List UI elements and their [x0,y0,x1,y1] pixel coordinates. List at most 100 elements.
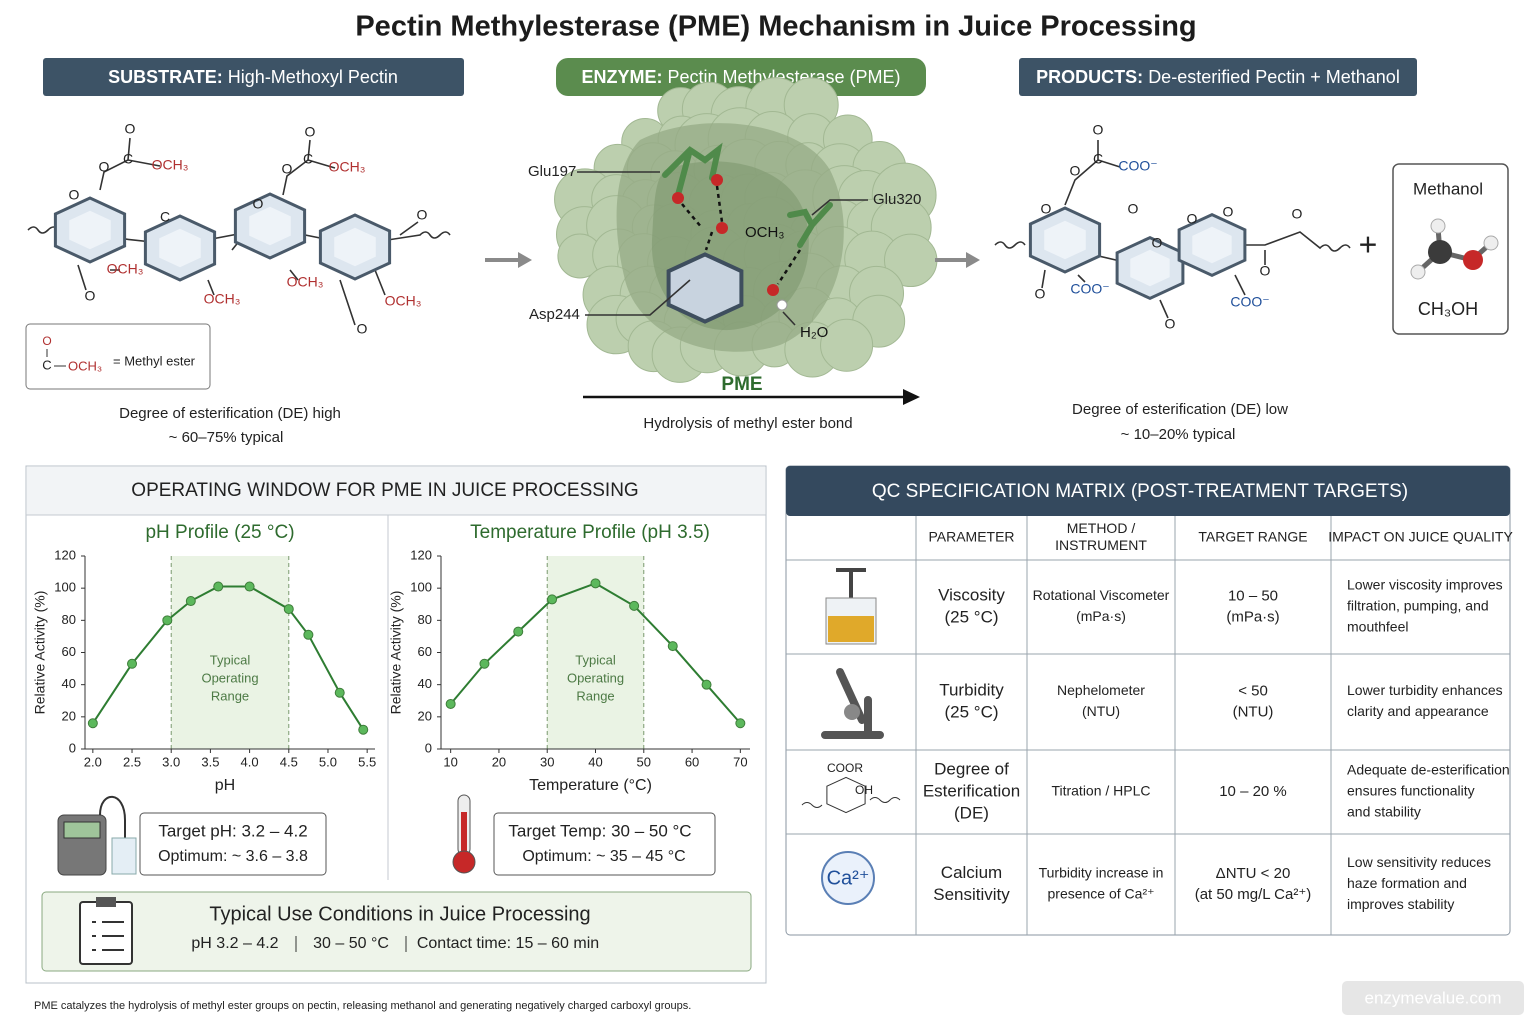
atom-label: O [1070,163,1081,179]
data-point [629,600,640,611]
impact: improves stability [1347,896,1454,912]
atom-label: O [1035,286,1046,302]
range-annotation: Operating [201,670,258,685]
microscope-stage [844,704,860,720]
y-tick-label: 40 [418,676,432,691]
y-tick-label: 80 [418,612,432,627]
data-point [162,615,173,626]
calcium-icon [821,851,875,905]
oxygen-atom [1463,250,1483,270]
ph-meter-screen [63,821,101,839]
target-range: (NTU) [1233,703,1274,720]
atom-label: O [1152,235,1163,251]
range-annotation: Typical [210,652,251,667]
parameter: (25 °C) [944,607,998,626]
qc-table: PARAMETER METHOD /INSTRUMENT TARGET RANGE I… [786,516,1513,935]
atom-label: O [85,288,96,304]
key-atom: OCH₃ [68,358,102,373]
atom-label: O [125,121,136,137]
sugar-ring-face [1130,249,1170,287]
data-point [244,581,255,592]
method: Titration / HPLC [1051,783,1150,799]
data-point [283,604,294,615]
data-point [334,687,345,698]
y-tick-label: 40 [62,676,76,691]
method: Turbidity increase in [1039,865,1164,881]
residue-label: Asp244 [529,306,580,323]
parameter: Esterification [923,781,1020,800]
operating-range [171,556,289,749]
impact: filtration, pumping, and [1347,598,1489,614]
atom-label: OCH₃ [204,291,241,307]
key-atom: C [42,357,51,372]
clipboard-clip [96,897,116,907]
y-axis-label: Relative Activity (%) [32,591,48,715]
y-tick-label: 60 [418,644,432,659]
pme-arrow-head [903,389,920,405]
atom-label: O [1165,316,1176,332]
hydrogen-bond [681,185,802,285]
icon-label: OH [855,783,873,797]
column-header: TARGET RANGE [1198,529,1307,545]
temp-target: Target Temp: 30 – 50 °C [508,821,691,840]
hydrogen-atom [776,299,788,311]
methanol-formula: CH₃OH [1418,299,1478,319]
method: Nephelometer [1057,682,1145,698]
atom-label: OCH₃ [152,157,189,173]
use-condition: Contact time: 15 – 60 min [417,935,599,952]
atom-label: O [1128,201,1139,217]
target-range: (at 50 mg/L Ca²⁺) [1195,886,1312,903]
method: Rotational Viscometer [1033,587,1170,603]
bond [27,137,451,326]
methanol-title: Methanol [1413,179,1483,198]
impact: haze formation and [1347,875,1467,891]
data-point [303,629,314,640]
chart-title: Temperature Profile (pH 3.5) [470,522,710,543]
header-text: Pectin Methylesterase (PME) [667,67,900,87]
x-tick-label: 2.5 [123,754,141,769]
atom-label: O [417,207,428,223]
parameter: Degree of [934,759,1009,778]
header-label: SUBSTRATE: [108,67,223,87]
atom-label: COO⁻ [1230,294,1269,310]
column-header: PARAMETER [928,529,1014,545]
substrate-header [43,58,464,96]
products-header [1019,58,1417,96]
data-point [213,581,224,592]
header-text: De-esterified Pectin + Methanol [1148,67,1400,87]
use-condition: pH 3.2 – 4.2 [191,935,278,952]
impact: mouthfeel [1347,619,1408,635]
atom-label: O [357,321,368,337]
ph-optimum: Optimum: ~ 3.6 – 3.8 [158,848,308,865]
reaction-arrow-head [966,252,980,268]
atom-label: COO⁻ [1070,281,1109,297]
de-icon-chain [801,797,901,808]
x-tick-label: 2.0 [84,754,102,769]
footnote: PME catalyzes the hydrolysis of methyl e… [34,1000,691,1012]
target-range: < 50 [1238,682,1268,699]
x-tick-label: 20 [492,754,506,769]
water-label: H₂O [800,324,828,341]
leaving-group: OCH₃ [745,224,784,241]
enzyme-header-text: ENZYME: Pectin Methylesterase (PME) [581,67,900,87]
ph-beaker [111,837,137,875]
key-text: = Methyl ester [113,353,196,368]
column-header: IMPACT ON JUICE QUALITY [1328,529,1513,545]
products-de: Degree of esterification (DE) low [1072,401,1288,418]
bond [994,140,1351,319]
glu320-stick [787,202,833,248]
chart-title: pH Profile (25 °C) [145,522,294,543]
ph-target: Target pH: 3.2 – 4.2 [158,821,307,840]
impact: Lower turbidity enhances [1347,682,1503,698]
qc-panel-header [786,466,1510,516]
thermometer-mercury [461,812,467,860]
parameter: Sensitivity [933,885,1010,904]
atom-label: COO⁻ [1118,158,1157,174]
sugar-ring-face [1192,226,1232,264]
plus-sign: + [1359,226,1378,262]
temp-target-box [493,812,716,876]
method: (NTU) [1082,703,1120,719]
thermometer-bulb [452,850,476,874]
target-range: ΔNTU < 20 [1216,865,1291,882]
